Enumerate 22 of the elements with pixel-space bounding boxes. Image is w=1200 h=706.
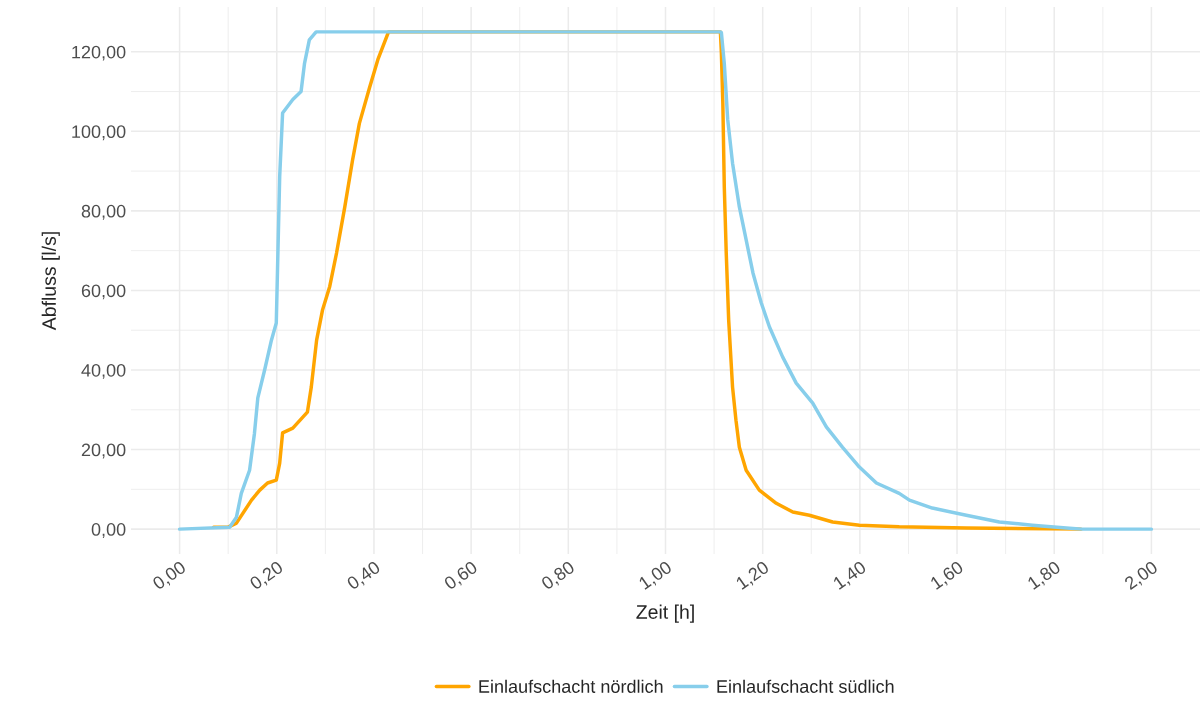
legend-label: Einlaufschacht nördlich: [479, 679, 663, 693]
y-tick-label: 100,00: [72, 125, 126, 141]
x-tick-label: 1,20: [735, 560, 771, 592]
x-tick-label: 0,40: [346, 560, 383, 592]
x-tick-label: 0,80: [540, 560, 577, 592]
legend-label: Einlaufschacht südlich: [717, 679, 894, 693]
y-tick-label: 120,00: [72, 45, 126, 61]
y-axis-title: Abfluss [l/s]: [41, 232, 60, 331]
y-tick-label: 40,00: [81, 363, 126, 379]
x-tick-label: 1,60: [929, 560, 966, 592]
y-tick-label: 80,00: [81, 204, 126, 220]
x-axis-title: Zeit [h]: [636, 604, 694, 623]
x-tick-label: 0,00: [151, 560, 188, 592]
x-tick-label: 0,20: [248, 560, 286, 592]
x-tick-label: 2,00: [1123, 560, 1160, 592]
x-tick-label: 1,00: [638, 560, 674, 592]
y-tick-label: 20,00: [81, 443, 126, 459]
y-tick-label: 60,00: [81, 284, 126, 300]
x-tick-label: 0,60: [443, 560, 480, 592]
x-tick-label: 1,40: [832, 560, 869, 592]
x-tick-label: 1,80: [1026, 560, 1063, 592]
y-tick-label: 0,00: [91, 523, 126, 538]
